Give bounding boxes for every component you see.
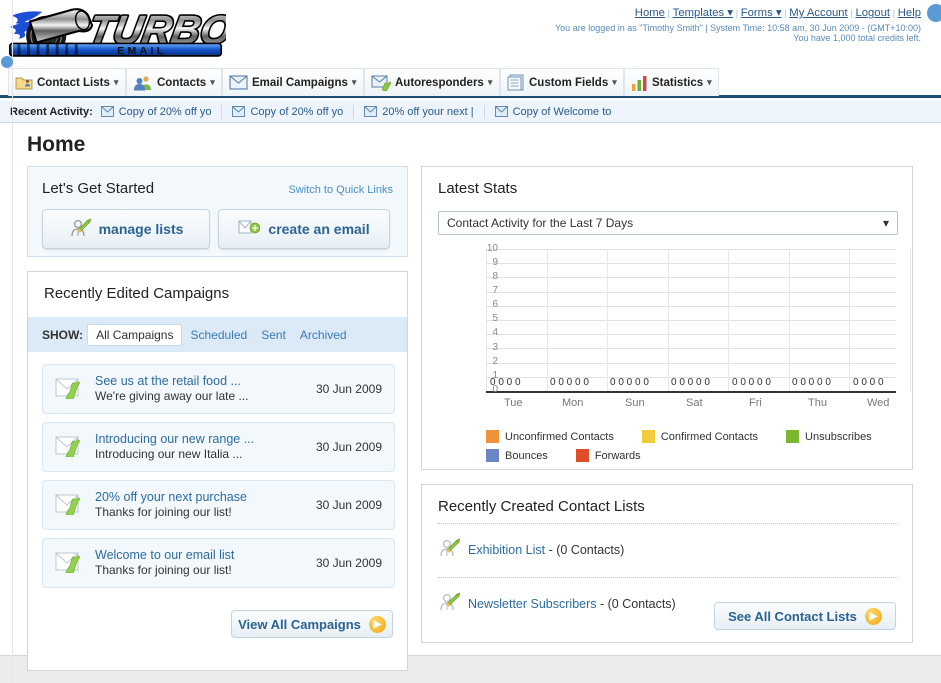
svg-text:EMAIL: EMAIL bbox=[117, 45, 166, 57]
